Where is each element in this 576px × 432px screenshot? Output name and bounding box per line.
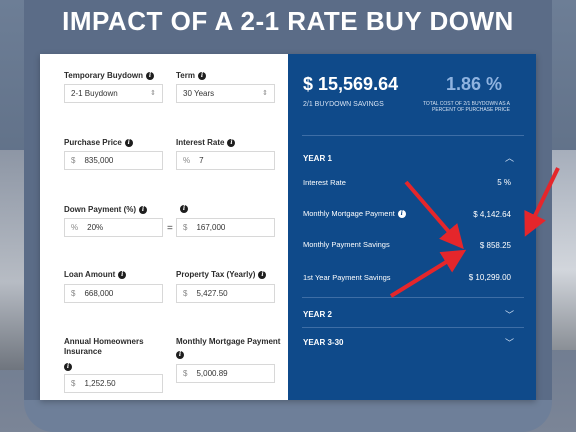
divider	[302, 135, 524, 136]
info-icon[interactable]: i	[258, 270, 267, 279]
property-tax-label: Property Tax (Yearly) i	[176, 270, 267, 279]
purchase-price-input[interactable]: $835,000	[64, 151, 163, 170]
buydown-savings-caption: 2/1 BUYDOWN SAVINGS	[303, 101, 384, 108]
year2-header[interactable]: YEAR 2	[303, 310, 332, 319]
down-payment-pct-label-text: Down Payment (%)	[64, 205, 137, 214]
chevron-up-icon[interactable]: ︿	[504, 153, 514, 163]
purchase-price-value: 835,000	[84, 156, 114, 165]
currency-prefix: $	[183, 289, 188, 298]
row-label-monthly-payment: Monthly Mortgage Payment i	[303, 209, 406, 219]
currency-prefix: $	[71, 289, 76, 298]
purchase-price-label: Purchase Price i	[64, 138, 133, 147]
term-value: 30 Years	[183, 89, 215, 98]
chevron-down-icon[interactable]: ﹀	[504, 338, 514, 348]
property-tax-label-text: Property Tax (Yearly)	[176, 270, 256, 279]
monthly-payment-label: Monthly Mortgage Payment	[176, 337, 281, 346]
inputs-panel: Temporary Buydown i 2-1 Buydown ⇕ Term i 30…	[40, 54, 288, 400]
divider	[302, 327, 524, 328]
info-icon[interactable]: i	[197, 71, 206, 80]
info-icon[interactable]: i	[227, 138, 236, 147]
interest-rate-value: 7	[199, 156, 204, 165]
info-icon[interactable]: i	[176, 351, 184, 359]
down-payment-pct-input[interactable]: % 20%	[64, 218, 163, 237]
percent-prefix: %	[183, 156, 191, 165]
row-label: 1st Year Payment Savings	[303, 273, 391, 282]
row-label: Monthly Mortgage Payment	[303, 209, 395, 218]
year3-header[interactable]: YEAR 3-30	[303, 338, 344, 347]
currency-prefix: $	[71, 156, 76, 165]
temporary-buydown-label-text: Temporary Buydown	[64, 71, 143, 80]
info-icon[interactable]: i	[397, 210, 406, 219]
purchase-price-label-text: Purchase Price	[64, 138, 122, 147]
row-label: Monthly Payment Savings	[303, 240, 390, 249]
property-tax-value: 5,427.50	[196, 289, 228, 298]
currency-prefix: $	[183, 369, 188, 378]
row-value: 5 %	[497, 178, 511, 187]
buydown-savings-value: $ 15,569.64	[303, 74, 399, 94]
percent-prefix: %	[71, 223, 79, 232]
insurance-label: Annual Homeowners Insurance	[64, 337, 144, 356]
monthly-payment-value: 5,000.89	[196, 369, 228, 378]
interest-rate-input[interactable]: % 7	[176, 151, 275, 170]
results-panel: $ 15,569.64 2/1 BUYDOWN SAVINGS 1.86 % T…	[288, 54, 536, 400]
loan-amount-label-text: Loan Amount	[64, 270, 116, 279]
year1-header[interactable]: YEAR 1	[303, 154, 332, 163]
info-icon[interactable]: i	[180, 205, 188, 213]
info-icon[interactable]: i	[145, 71, 154, 80]
row-label: Interest Rate	[303, 178, 346, 187]
select-caret-icon: ⇕	[150, 90, 156, 97]
row-value: $ 10,299.00	[468, 273, 511, 282]
loan-amount-label: Loan Amount i	[64, 270, 127, 279]
row-value: $ 4,142.64	[473, 210, 511, 219]
term-label-text: Term	[176, 71, 195, 80]
equals-sign: =	[167, 223, 173, 234]
down-payment-amount-input[interactable]: $167,000	[176, 218, 275, 237]
info-icon[interactable]: i	[124, 138, 133, 147]
frame-bottom	[24, 400, 552, 432]
cost-percent-caption: TOTAL COST OF 2/1 BUYDOWN AS A PERCENT O…	[422, 101, 510, 113]
interest-rate-label: Interest Rate i	[176, 138, 236, 147]
down-payment-pct-label: Down Payment (%) i	[64, 205, 148, 214]
term-select[interactable]: 30 Years ⇕	[176, 84, 275, 103]
temporary-buydown-select[interactable]: 2-1 Buydown ⇕	[64, 84, 163, 103]
currency-prefix: $	[71, 379, 76, 388]
loan-amount-value: 668,000	[84, 289, 114, 298]
monthly-payment-input[interactable]: $5,000.89	[176, 364, 275, 383]
row-value: $ 858.25	[479, 241, 511, 250]
interest-rate-label-text: Interest Rate	[176, 138, 225, 147]
term-label: Term i	[176, 71, 206, 80]
select-caret-icon: ⇕	[262, 90, 268, 97]
cost-percent-value: 1.86 %	[446, 74, 503, 94]
info-icon[interactable]: i	[139, 205, 148, 214]
info-icon[interactable]: i	[118, 270, 127, 279]
calculator-card: Temporary Buydown i 2-1 Buydown ⇕ Term i 30…	[40, 54, 536, 400]
chevron-down-icon[interactable]: ﹀	[504, 310, 514, 320]
divider	[302, 297, 524, 298]
down-payment-amount-value: 167,000	[196, 223, 226, 232]
headline-title: IMPACT OF A 2-1 RATE BUY DOWN	[62, 6, 514, 36]
down-payment-pct-value: 20%	[87, 223, 104, 232]
temporary-buydown-value: 2-1 Buydown	[71, 89, 118, 98]
property-tax-input[interactable]: $5,427.50	[176, 284, 275, 303]
currency-prefix: $	[183, 223, 188, 232]
info-icon[interactable]: i	[64, 363, 72, 371]
insurance-input[interactable]: $1,252.50	[64, 374, 163, 393]
loan-amount-input[interactable]: $668,000	[64, 284, 163, 303]
insurance-value: 1,252.50	[84, 379, 116, 388]
temporary-buydown-label: Temporary Buydown i	[64, 71, 154, 80]
